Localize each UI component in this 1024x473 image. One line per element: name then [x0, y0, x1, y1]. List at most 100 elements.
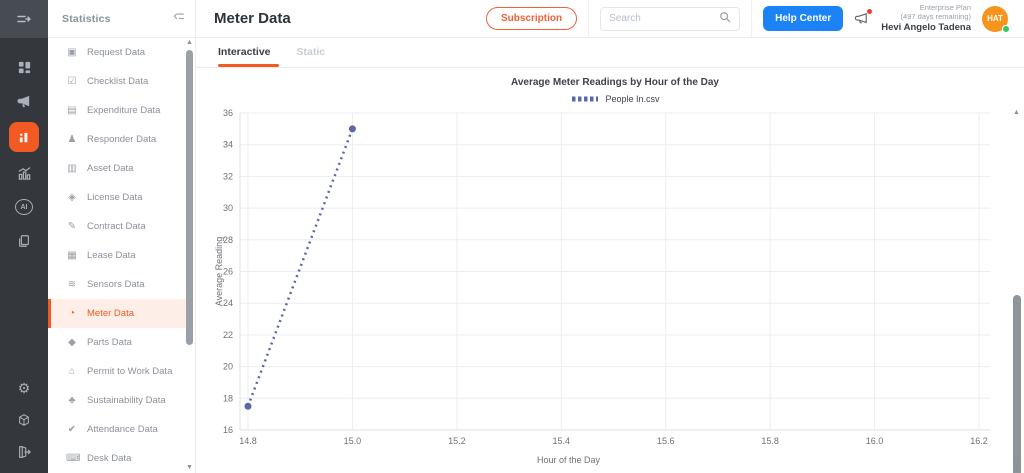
sidebar-item-desk-data[interactable]: ⌨ Desk Data — [48, 444, 186, 473]
plan-name: Enterprise Plan — [919, 2, 971, 12]
sustainability-leaf-icon: ♣ — [68, 395, 76, 406]
sidebar-item-label: Request Data — [87, 47, 146, 58]
tab-interactive[interactable]: Interactive — [218, 46, 278, 67]
svg-text:15.0: 15.0 — [344, 436, 362, 446]
svg-text:15.8: 15.8 — [761, 436, 779, 446]
sidebar-item-parts-data[interactable]: ◆ Parts Data — [48, 328, 186, 357]
help-center-button[interactable]: Help Center — [763, 6, 844, 31]
tab-bar: Interactive Static — [196, 38, 1024, 68]
ai-bubble-label: AI — [15, 199, 33, 215]
svg-text:15.4: 15.4 — [553, 436, 571, 446]
sidebar-item-sustainability-data[interactable]: ♣ Sustainability Data — [48, 386, 186, 415]
search-icon[interactable] — [719, 10, 731, 28]
svg-text:15.2: 15.2 — [448, 436, 466, 446]
svg-text:14.8: 14.8 — [239, 436, 257, 446]
sidebar-item-label: License Data — [87, 192, 143, 203]
logout-icon[interactable] — [9, 439, 39, 465]
subscription-button[interactable]: Subscription — [486, 7, 578, 30]
avatar[interactable]: HAT — [982, 5, 1010, 33]
notifications-megaphone-icon[interactable] — [854, 8, 873, 27]
svg-text:15.6: 15.6 — [657, 436, 675, 446]
main-scroll-down-icon[interactable]: ▼ — [1013, 462, 1020, 469]
sidebar-item-label: Asset Data — [87, 163, 134, 174]
sidebar-item-checklist-data[interactable]: ☑ Checklist Data — [48, 67, 186, 96]
settings-gear-icon[interactable]: ⚙ — [17, 380, 31, 396]
sidebar-item-request-data[interactable]: ▣ Request Data — [48, 38, 186, 67]
notification-badge — [867, 8, 873, 14]
main-scrollbar[interactable]: ▲ ▼ — [1012, 108, 1022, 473]
header-divider — [588, 0, 590, 37]
sidebar-scrollbar[interactable]: ▲ ▼ — [185, 38, 194, 473]
svg-text:Hour of the Day: Hour of the Day — [537, 455, 601, 465]
modules-cube-icon[interactable] — [9, 407, 39, 433]
svg-text:28: 28 — [223, 235, 233, 245]
scroll-up-icon[interactable]: ▲ — [186, 39, 193, 46]
main-scroll-up-icon[interactable]: ▲ — [1013, 109, 1020, 116]
svg-text:22: 22 — [223, 330, 233, 340]
documents-icon[interactable] — [9, 228, 39, 254]
user-block[interactable]: Enterprise Plan (497 days remaining) Hev… — [881, 3, 971, 35]
sidebar-collapse-icon[interactable] — [172, 10, 185, 28]
sidebar-title: Statistics — [62, 12, 111, 25]
sensor-waves-icon: ≋ — [67, 279, 77, 290]
chart-area: Average Meter Readings by Hour of the Da… — [196, 68, 1024, 473]
sidebar-item-license-data[interactable]: ◈ License Data — [48, 183, 186, 212]
sidebar-item-contract-data[interactable]: ✎ Contract Data — [48, 212, 186, 241]
analytics-icon[interactable] — [9, 160, 39, 186]
user-name: Hevi Angelo Tadena — [881, 22, 971, 34]
scroll-down-icon[interactable]: ▼ — [186, 464, 193, 471]
svg-text:16.2: 16.2 — [970, 436, 988, 446]
statistics-sidebar: Statistics ▣ Request Data ☑ Checklist Data ▤… — [48, 0, 196, 473]
sidebar-item-label: Permit to Work Data — [87, 366, 173, 377]
svg-text:18: 18 — [223, 393, 233, 403]
lease-document-icon: ▦ — [67, 250, 77, 261]
sidebar-item-expenditure-data[interactable]: ▤ Expenditure Data — [48, 96, 186, 125]
main-scroll-thumb[interactable] — [1013, 295, 1021, 473]
sidebar-item-label: Meter Data — [87, 308, 134, 319]
sidebar-item-label: Attendance Data — [87, 424, 158, 435]
icon-rail: AI ⚙ — [0, 0, 48, 473]
asset-box-icon: ▥ — [67, 163, 77, 174]
sidebar-item-label: Sustainability Data — [87, 395, 166, 406]
meter-line-chart[interactable]: 16 18 20 22 24 26 28 30 32 34 36 14.8 15.0 15.2 15.4 15… — [196, 68, 1024, 473]
sidebar-scroll-thumb[interactable] — [186, 50, 193, 345]
announcements-icon[interactable] — [9, 88, 39, 114]
sidebar-item-lease-data[interactable]: ▦ Lease Data — [48, 241, 186, 270]
parts-puzzle-icon: ◆ — [68, 337, 76, 348]
attendance-check-icon: ✔ — [67, 424, 77, 435]
desk-icon: ⌨ — [66, 453, 81, 464]
sidebar-item-label: Expenditure Data — [87, 105, 161, 116]
ai-assistant-icon[interactable]: AI — [9, 194, 39, 220]
main-header: Meter Data Subscription Help Center — [196, 0, 1024, 38]
search-box[interactable] — [600, 6, 741, 31]
sidebar-item-responder-data[interactable]: ♟ Responder Data — [48, 125, 186, 154]
responder-person-icon: ♟ — [67, 134, 77, 145]
sidebar-item-meter-data[interactable]: ◔ Meter Data — [48, 299, 186, 328]
chart-legend[interactable]: People In.csv — [240, 94, 990, 104]
tab-static[interactable]: Static — [296, 46, 326, 58]
avatar-initials: HAT — [987, 14, 1003, 23]
header-divider — [751, 0, 753, 37]
online-status-dot — [1002, 24, 1010, 33]
sidebar-item-asset-data[interactable]: ▥ Asset Data — [48, 154, 186, 183]
rail-top-group: AI — [9, 54, 39, 254]
svg-text:16: 16 — [223, 425, 233, 435]
search-input[interactable] — [609, 13, 714, 24]
menu-toggle-icon[interactable] — [0, 0, 48, 38]
svg-text:24: 24 — [223, 298, 233, 308]
sidebar-item-attendance-data[interactable]: ✔ Attendance Data — [48, 415, 186, 444]
svg-text:34: 34 — [223, 140, 233, 150]
dashboard-icon[interactable] — [9, 54, 39, 80]
svg-text:Average Reading: Average Reading — [214, 237, 224, 306]
svg-text:36: 36 — [223, 108, 233, 118]
sidebar-item-label: Desk Data — [87, 453, 132, 464]
statistics-icon[interactable] — [9, 122, 39, 152]
sidebar-item-permit-to-work-data[interactable]: ⌂ Permit to Work Data — [48, 357, 186, 386]
meter-gauge-icon: ◔ — [68, 308, 76, 319]
svg-text:30: 30 — [223, 203, 233, 213]
sidebar-item-label: Parts Data — [87, 337, 132, 348]
svg-text:26: 26 — [223, 267, 233, 277]
sidebar-menu: ▣ Request Data ☑ Checklist Data ▤ Expenditure… — [48, 38, 186, 473]
sidebar-item-sensors-data[interactable]: ≋ Sensors Data — [48, 270, 186, 299]
briefcase-icon: ▤ — [67, 105, 77, 116]
